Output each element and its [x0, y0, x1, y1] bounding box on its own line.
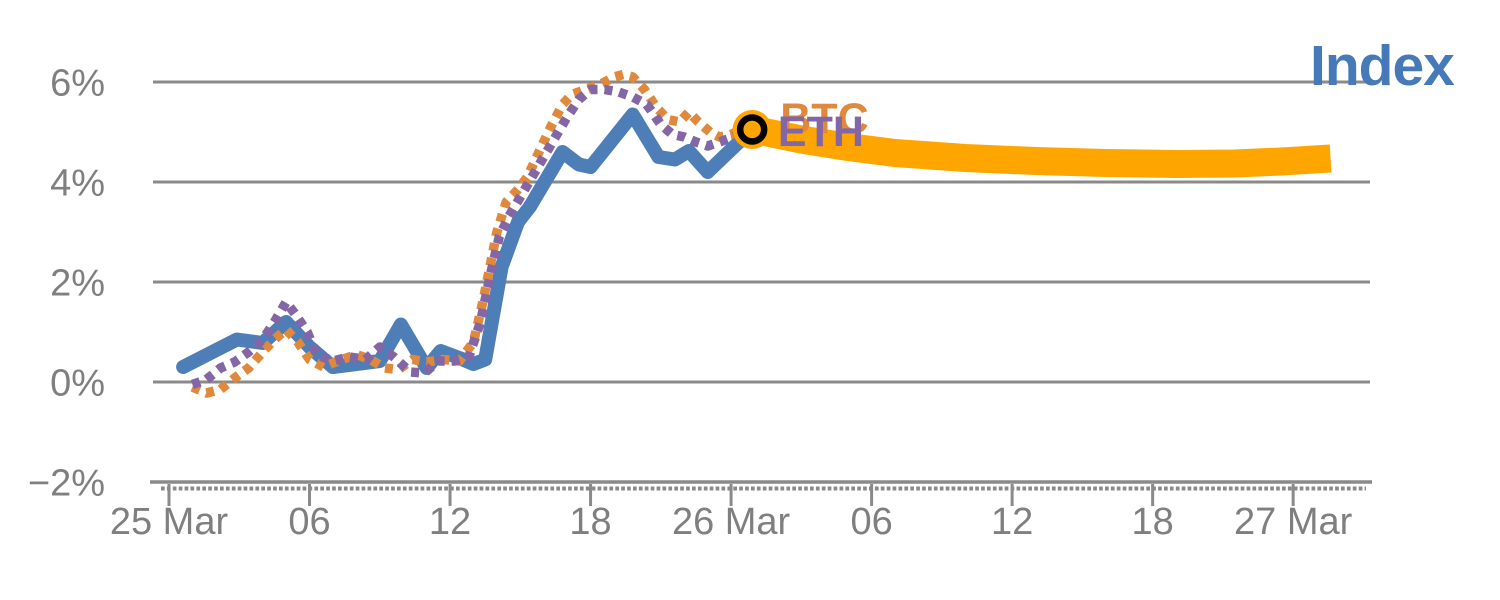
- x-tick-label: 06: [850, 501, 892, 543]
- x-tick-label: 18: [1131, 501, 1173, 543]
- chart-title: Index: [1310, 34, 1455, 98]
- x-tick-label: 06: [288, 501, 330, 543]
- x-tick-label: 27 Mar: [1234, 501, 1353, 543]
- y-tick-label: 2%: [50, 263, 105, 305]
- x-tick-label: 12: [991, 501, 1033, 543]
- x-tick-label: 12: [429, 501, 471, 543]
- y-tick-labels: 6% 4% 2% 0% −2%: [28, 63, 105, 505]
- x-tick-label: 25 Mar: [110, 501, 229, 543]
- y-tick-label: 4%: [50, 163, 105, 205]
- series-label-btc: BTC: [780, 95, 868, 143]
- current-point-marker: [732, 110, 772, 149]
- x-tick-labels: 25 Mar 06 12 18 26 Mar 06 12 18 27 Mar: [110, 501, 1353, 543]
- y-tick-label: −2%: [28, 463, 105, 505]
- series-btc: [190, 69, 753, 398]
- x-tick-label: 26 Mar: [672, 501, 791, 543]
- y-tick-label: 6%: [50, 63, 105, 105]
- series-eth: [190, 84, 754, 389]
- gridlines: [153, 80, 1370, 384]
- series: [176, 69, 1332, 398]
- series-index-forecast-band: [749, 115, 1332, 178]
- x-axis: [150, 480, 1372, 506]
- marker-ring: [736, 114, 768, 145]
- y-tick-label: 0%: [50, 363, 105, 405]
- x-tick-label: 18: [569, 501, 611, 543]
- series-label-eth: ETH: [778, 108, 864, 156]
